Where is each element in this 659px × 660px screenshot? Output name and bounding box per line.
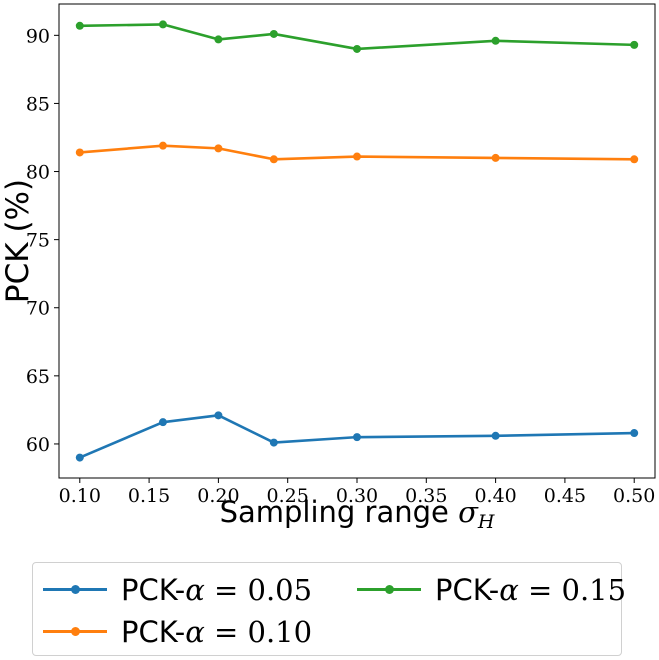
data-point	[214, 144, 223, 153]
legend-label: PCK-α = 0.10	[121, 615, 313, 649]
legend-swatch	[43, 618, 107, 646]
legend-swatch	[357, 576, 421, 604]
legend-item-pck-015: PCK-α = 0.15	[357, 573, 626, 607]
x-axis-label-text: Sampling range	[220, 495, 459, 529]
plot-frame	[58, 3, 656, 479]
legend-marker	[71, 627, 80, 636]
x-tick-label: 0.25	[267, 485, 309, 507]
legend-item-pck-010: PCK-α = 0.10	[43, 615, 312, 649]
data-point	[75, 21, 84, 30]
chart-marks	[75, 20, 639, 462]
line-chart: 0.10 0.15 0.20 0.25 0.30 0.35 0.40 0.45 0.50 606…	[0, 3, 656, 533]
data-point	[353, 44, 361, 53]
x-tick-label: 0.35	[405, 485, 447, 507]
data-point	[75, 453, 84, 462]
x-axis-label-symbol: σ	[458, 495, 479, 529]
data-point	[269, 155, 278, 164]
y-tick-label: 85	[26, 93, 50, 115]
chart-legend: PCK-α = 0.05 PCK-α = 0.10 PCK-α = 0.15	[32, 562, 626, 656]
data-point	[269, 29, 278, 38]
data-point	[75, 148, 84, 157]
data-point	[158, 418, 167, 427]
x-axis-label-subscript: H	[477, 511, 495, 533]
y-tick-label: 75	[26, 230, 50, 252]
x-tick-label: 0.45	[544, 485, 586, 507]
x-tick-label: 0.30	[336, 485, 378, 507]
legend-marker	[385, 585, 394, 594]
y-tick-label: 90	[26, 25, 50, 47]
data-point	[158, 20, 167, 29]
data-point	[158, 141, 167, 150]
x-axis-label: Sampling range σH	[220, 495, 495, 533]
legend-item-pck-005: PCK-α = 0.05	[43, 573, 312, 607]
legend-marker	[71, 585, 80, 594]
legend-label: PCK-α = 0.05	[121, 573, 313, 607]
y-axis-label: PCK (%)	[0, 179, 36, 303]
y-tick-label: 80	[26, 162, 50, 184]
data-point	[630, 155, 639, 164]
y-tick-label: 60	[26, 434, 50, 456]
data-point	[491, 431, 500, 440]
y-tick-label: 65	[26, 366, 50, 388]
data-point	[353, 433, 361, 442]
x-axis-ticks: 0.10 0.15 0.20 0.25 0.30 0.35 0.40 0.45 0.50	[59, 478, 655, 507]
x-tick-label: 0.15	[128, 485, 170, 507]
data-point	[214, 411, 223, 420]
data-point	[630, 429, 639, 438]
legend-swatch	[43, 576, 107, 604]
x-tick-label: 0.50	[613, 485, 655, 507]
data-point	[491, 153, 500, 162]
x-tick-label: 0.10	[59, 485, 101, 507]
x-tick-label: 0.20	[197, 485, 239, 507]
y-axis-ticks: 60 65 70 75 80 85 90	[26, 25, 59, 456]
x-tick-label: 0.40	[474, 485, 516, 507]
data-point	[353, 152, 361, 161]
data-point	[491, 36, 500, 45]
data-point	[269, 438, 278, 447]
y-tick-label: 70	[26, 298, 50, 320]
data-point	[214, 35, 223, 44]
legend-label: PCK-α = 0.15	[435, 573, 627, 607]
data-point	[630, 40, 639, 49]
